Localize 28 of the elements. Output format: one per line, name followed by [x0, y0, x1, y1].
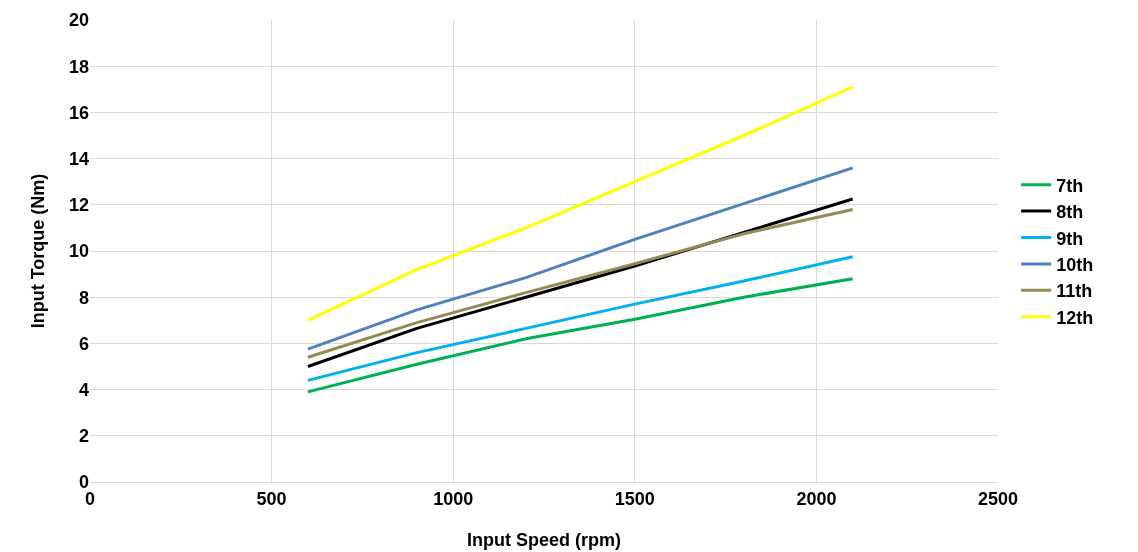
- legend-label: 9th: [1056, 228, 1084, 249]
- y-tick-label: 8: [78, 287, 89, 308]
- x-tick-label: 1500: [614, 488, 655, 509]
- x-tick-label: 2500: [977, 488, 1019, 509]
- x-tick-label: 2000: [796, 488, 837, 509]
- y-axis-title: Input Torque (Nm): [28, 173, 48, 329]
- y-tick-label: 6: [78, 333, 89, 354]
- y-tick-label: 20: [68, 10, 89, 31]
- legend-label: 12th: [1056, 307, 1094, 328]
- legend-label: 7th: [1056, 175, 1084, 196]
- legend-label: 11th: [1056, 281, 1093, 302]
- y-tick-label: 14: [68, 148, 89, 169]
- y-tick-label: 2: [78, 426, 89, 447]
- y-tick-label: 16: [68, 102, 89, 123]
- y-tick-label: 18: [68, 56, 89, 77]
- line-series: [306, 255, 855, 382]
- line-series: [306, 277, 855, 394]
- y-tick-label: 0: [78, 472, 89, 493]
- line-series: [306, 85, 855, 322]
- y-tick-label: 10: [68, 241, 89, 262]
- legend-label: 10th: [1056, 254, 1094, 275]
- x-axis-title: Input Speed (rpm): [467, 530, 621, 550]
- x-tick-label: 1000: [433, 488, 474, 509]
- y-tick-label: 4: [78, 379, 89, 400]
- line-series: [306, 166, 855, 351]
- legend-label: 8th: [1056, 202, 1084, 223]
- y-tick-label: 12: [68, 195, 89, 216]
- x-tick-label: 500: [256, 488, 287, 509]
